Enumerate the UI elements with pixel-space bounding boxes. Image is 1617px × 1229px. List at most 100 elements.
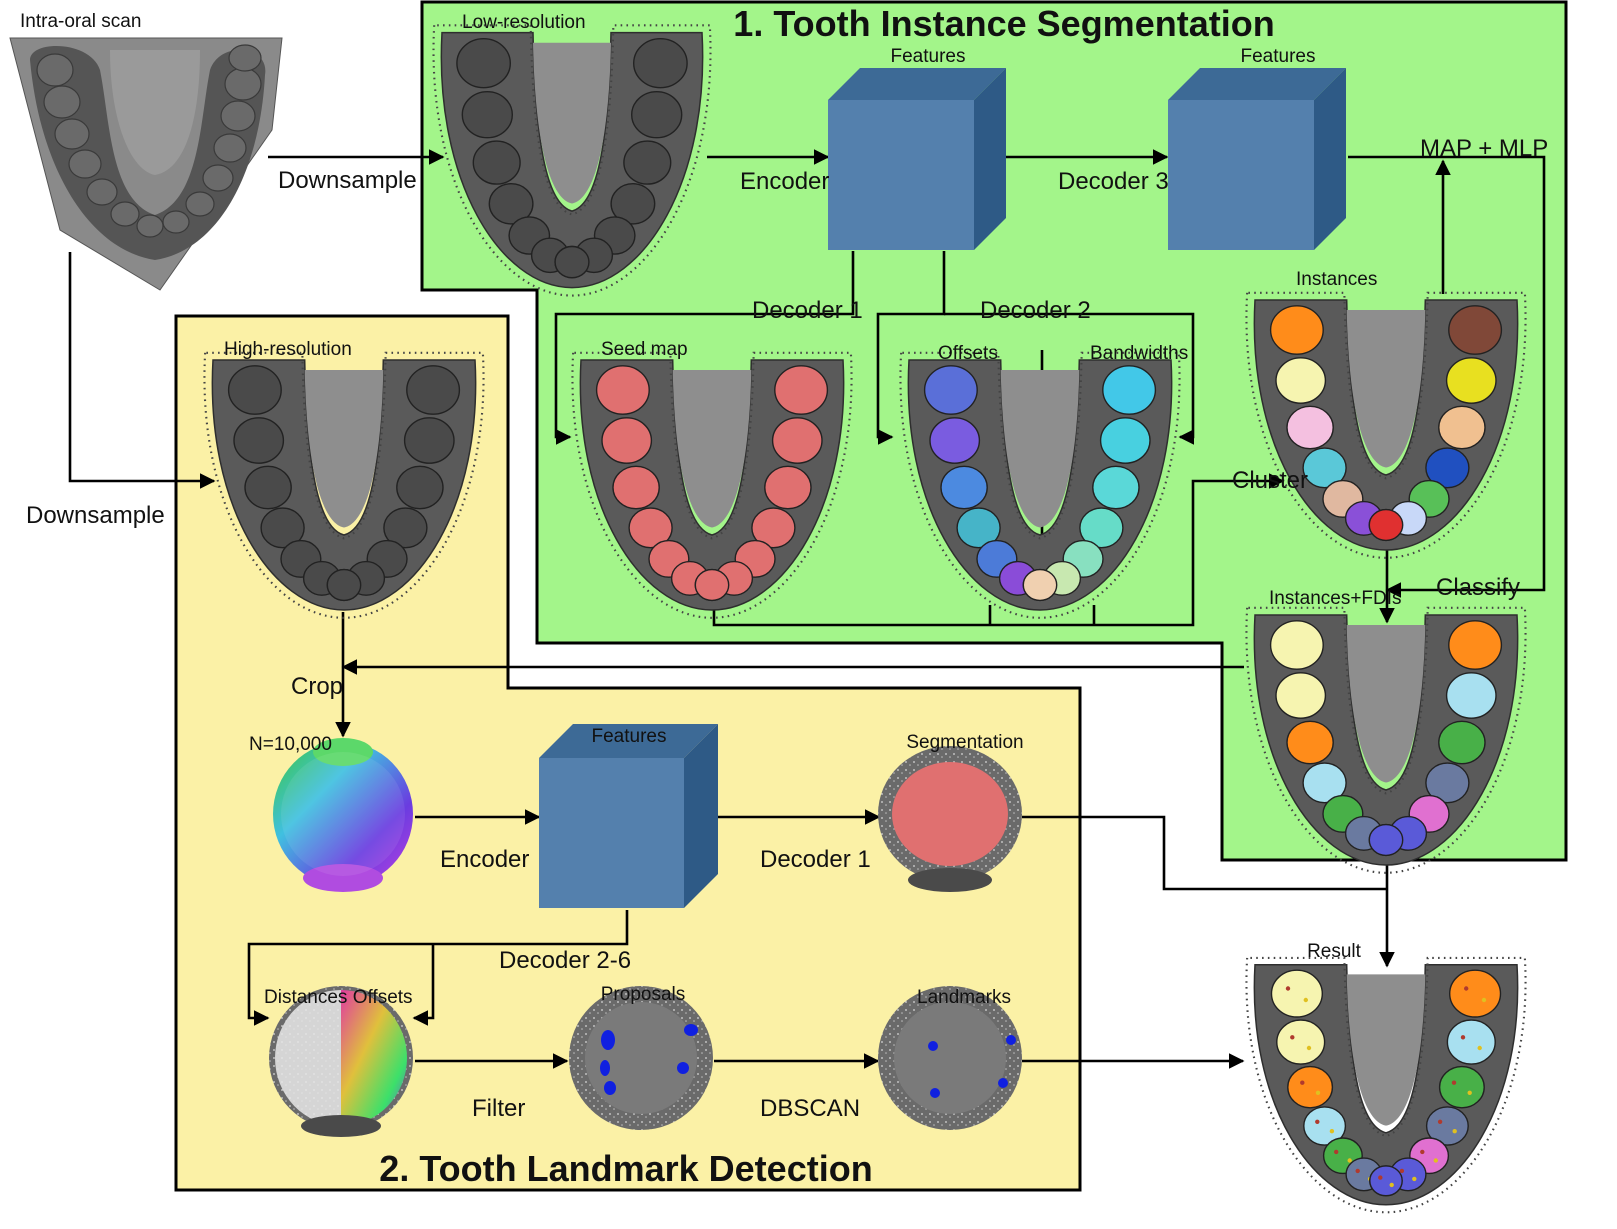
landmarks-tooth-image xyxy=(878,986,1022,1130)
offsets-label: Offsets xyxy=(938,343,998,364)
features-cube-2 xyxy=(1168,68,1346,250)
tooth xyxy=(1303,1106,1347,1146)
tooth xyxy=(1445,357,1497,404)
landmarks-label: Landmarks xyxy=(917,987,1011,1008)
downsample-top-label: Downsample xyxy=(278,167,417,194)
tooth xyxy=(1368,823,1404,857)
tooth xyxy=(612,465,660,510)
landmark-title: 2. Tooth Landmark Detection xyxy=(379,1148,872,1189)
high-resolution-label: High-resolution xyxy=(224,339,352,360)
decoder-1-top-label: Decoder 1 xyxy=(752,297,863,324)
map-mlp-label: MAP + MLP xyxy=(1420,135,1548,162)
tooth xyxy=(1270,969,1323,1018)
segmentation-title: 1. Tooth Instance Segmentation xyxy=(733,3,1274,44)
classify-label: Classify xyxy=(1436,574,1520,601)
distances-offsets-label: Distances Offsets xyxy=(264,987,413,1008)
tooth xyxy=(461,90,513,139)
tooth xyxy=(406,365,461,415)
tooth xyxy=(488,182,534,225)
offsets-bandwidths-arch xyxy=(899,351,1181,619)
tooth xyxy=(1022,568,1058,602)
tooth xyxy=(631,90,683,139)
palate xyxy=(1346,625,1426,783)
tooth xyxy=(633,38,688,89)
cluster-label: Cluster xyxy=(1232,467,1308,494)
segmentation-tooth-image xyxy=(878,746,1022,892)
tooth xyxy=(554,245,590,279)
tooth xyxy=(1269,305,1324,355)
tooth xyxy=(623,140,672,185)
tooth xyxy=(260,507,305,549)
instances-fdis-label: Instances+FDIs xyxy=(1269,588,1402,609)
palate xyxy=(672,370,752,528)
features-label-2: Features xyxy=(1241,46,1316,67)
tooth xyxy=(764,465,812,510)
tooth xyxy=(233,417,285,464)
tooth xyxy=(326,568,362,602)
palate xyxy=(304,370,384,528)
tooth xyxy=(1448,969,1502,1018)
tooth xyxy=(1438,1065,1485,1109)
tooth xyxy=(1425,762,1470,804)
tooth xyxy=(694,568,730,602)
tooth xyxy=(1102,365,1157,415)
tooth xyxy=(1368,508,1404,542)
decoder-2-6-label: Decoder 2-6 xyxy=(499,947,631,974)
result-arch xyxy=(1245,956,1527,1214)
tooth xyxy=(1425,1106,1469,1146)
palate xyxy=(1346,974,1426,1126)
tooth xyxy=(929,417,981,464)
tooth xyxy=(923,365,978,415)
palate xyxy=(533,42,611,204)
tooth xyxy=(1438,720,1486,765)
dbscan-label: DBSCAN xyxy=(760,1095,860,1122)
tooth xyxy=(1079,507,1124,549)
tooth xyxy=(771,417,823,464)
encoder-bottom-label: Encoder xyxy=(440,846,529,873)
tooth xyxy=(774,365,829,415)
tooth xyxy=(227,365,282,415)
tooth xyxy=(1099,417,1151,464)
tooth xyxy=(456,38,511,89)
tooth xyxy=(956,507,1001,549)
high-resolution-arch xyxy=(203,351,485,619)
tooth xyxy=(1445,672,1497,719)
intra-oral-scan-image xyxy=(9,37,283,291)
features-cube-3 xyxy=(539,724,718,908)
tooth xyxy=(940,465,988,510)
instances-arch xyxy=(1245,291,1527,559)
tooth xyxy=(1276,1019,1326,1065)
seed-map-label: Seed map xyxy=(601,339,688,360)
low-resolution-arch xyxy=(432,24,712,297)
intra-oral-scan-label: Intra-oral scan xyxy=(20,11,141,32)
tooth xyxy=(1302,762,1347,804)
tooth xyxy=(1269,620,1324,670)
result-label: Result xyxy=(1307,941,1362,962)
features-label-1: Features xyxy=(891,46,966,67)
crop-label: Crop xyxy=(291,673,343,700)
cropped-tooth-image xyxy=(273,738,413,892)
instances-fdis-arch xyxy=(1245,606,1527,874)
tooth xyxy=(1287,1065,1334,1109)
palate xyxy=(1000,370,1080,528)
tooth xyxy=(1448,620,1503,670)
decoder-1-bottom-label: Decoder 1 xyxy=(760,846,871,873)
tooth xyxy=(601,417,653,464)
tooth xyxy=(396,465,444,510)
tooth xyxy=(1286,405,1334,450)
filter-label: Filter xyxy=(472,1095,525,1122)
tooth xyxy=(751,507,796,549)
tooth xyxy=(1275,357,1327,404)
decoder-3-label: Decoder 3 xyxy=(1058,168,1169,195)
tooth xyxy=(1448,305,1503,355)
bandwidths-label: Bandwidths xyxy=(1090,343,1188,364)
tooth xyxy=(1302,447,1347,489)
tooth xyxy=(1286,720,1334,765)
tooth xyxy=(244,465,292,510)
encoder-top-label: Encoder xyxy=(740,168,829,195)
low-resolution-label: Low-resolution xyxy=(462,12,586,33)
tooth xyxy=(1438,405,1486,450)
tooth xyxy=(472,140,521,185)
distances-offsets-tooth-image xyxy=(269,986,413,1137)
